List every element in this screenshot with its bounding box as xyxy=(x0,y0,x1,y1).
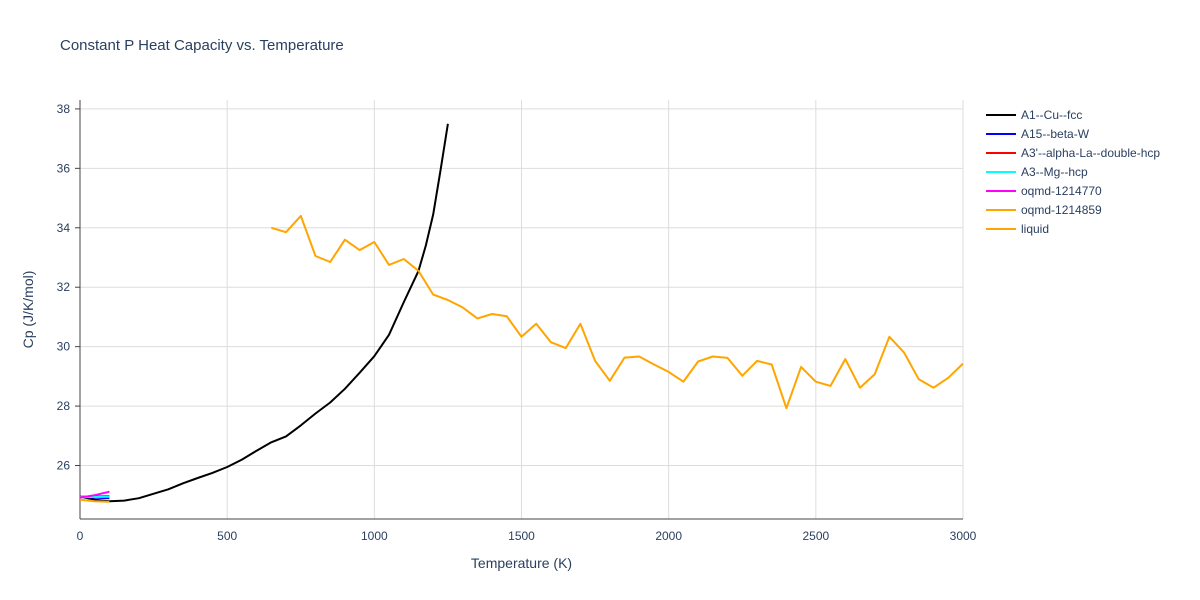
x-axis-title: Temperature (K) xyxy=(471,555,572,571)
y-tick-label: 34 xyxy=(57,221,71,235)
y-tick-label: 38 xyxy=(57,102,71,116)
legend-label: A3'--alpha-La--double-hcp xyxy=(1021,146,1160,160)
x-tick-label: 2500 xyxy=(802,529,829,543)
legend-label: oqmd-1214770 xyxy=(1021,184,1102,198)
x-tick-label: 3000 xyxy=(950,529,977,543)
legend-label: oqmd-1214859 xyxy=(1021,203,1102,217)
y-tick-label: 32 xyxy=(57,280,71,294)
x-tick-label: 1500 xyxy=(508,529,535,543)
series-line-5[interactable] xyxy=(79,498,110,503)
axes: 0 500 1000 1500 2000 2500 3000 26 28 30 32 34 36 38 xyxy=(57,100,977,543)
series-line-0[interactable] xyxy=(79,123,449,503)
y-tick-label: 26 xyxy=(57,459,71,473)
legend-item[interactable]: A3--Mg--hcp xyxy=(986,165,1088,179)
legend-item[interactable]: A15--beta-W xyxy=(986,127,1090,141)
legend-label: A3--Mg--hcp xyxy=(1021,165,1088,179)
plot-area xyxy=(79,123,964,503)
y-tick-label: 28 xyxy=(57,399,71,413)
legend-item[interactable]: A3'--alpha-La--double-hcp xyxy=(986,146,1160,160)
legend-item[interactable]: oqmd-1214859 xyxy=(986,203,1102,217)
y-tick-label: 36 xyxy=(57,161,71,175)
legend-item[interactable]: A1--Cu--fcc xyxy=(986,108,1082,122)
x-tick-label: 0 xyxy=(77,529,84,543)
y-axis-title: Cp (J/K/mol) xyxy=(20,271,36,349)
x-tick-label: 2000 xyxy=(655,529,682,543)
grid-lines xyxy=(80,100,964,519)
x-tick-label: 500 xyxy=(217,529,237,543)
legend-label: A15--beta-W xyxy=(1021,127,1090,141)
legend-label: liquid xyxy=(1021,222,1049,236)
chart-title: Constant P Heat Capacity vs. Temperature xyxy=(60,37,344,54)
legend[interactable]: A1--Cu--fcc A15--beta-W A3'--alpha-La--dou… xyxy=(986,108,1160,236)
y-tick-label: 30 xyxy=(57,340,71,354)
legend-item[interactable]: liquid xyxy=(986,222,1049,236)
legend-label: A1--Cu--fcc xyxy=(1021,108,1082,122)
series-line-4[interactable] xyxy=(79,490,110,499)
legend-item[interactable]: oqmd-1214770 xyxy=(986,184,1102,198)
x-tick-label: 1000 xyxy=(361,529,388,543)
series-line-6[interactable] xyxy=(271,214,964,410)
